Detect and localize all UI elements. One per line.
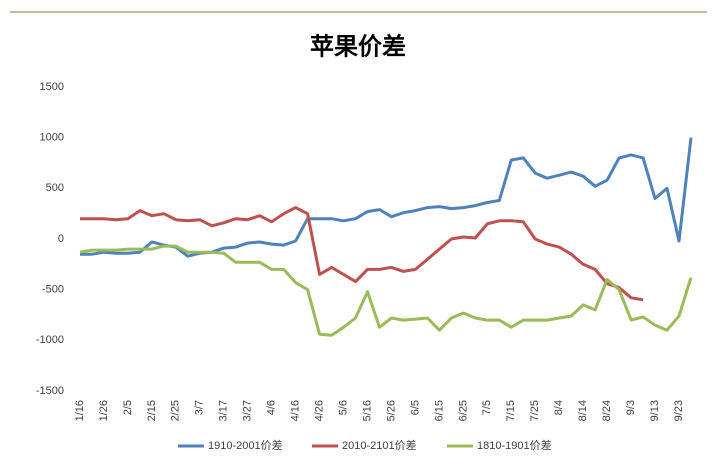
x-tick-label: 5/26: [385, 400, 397, 421]
x-tick-label: 8/14: [577, 400, 589, 421]
legend-label: 1810-1901价差: [477, 438, 552, 452]
x-tick-label: 2/15: [146, 400, 158, 421]
x-tick-label: 4/16: [290, 400, 302, 421]
legend-label: 2010-2101价差: [342, 438, 417, 452]
series-line: [80, 137, 693, 258]
y-tick-label: 500: [46, 182, 64, 194]
x-tick-label: 4/26: [314, 400, 326, 421]
chart-title: 苹果价差: [310, 32, 406, 60]
y-tick-label: -1500: [36, 385, 64, 397]
y-tick-label: 1000: [40, 132, 64, 144]
x-tick-label: 4/6: [266, 400, 278, 415]
x-tick-label: 3/27: [242, 400, 254, 421]
x-tick-label: 3/7: [194, 400, 206, 415]
y-tick-label: -1000: [36, 334, 64, 346]
y-tick-label: 1500: [40, 81, 64, 93]
x-tick-label: 7/15: [505, 400, 517, 421]
series-line: [79, 244, 693, 337]
x-tick-label: 6/15: [433, 400, 445, 421]
x-tick-label: 7/25: [529, 400, 541, 421]
x-tick-label: 2/25: [170, 400, 182, 421]
x-tick-label: 9/13: [649, 400, 661, 421]
x-tick-label: 6/25: [457, 400, 469, 421]
x-tick-label: 8/24: [601, 400, 613, 421]
x-tick-label: 8/4: [553, 400, 565, 415]
x-tick-label: 6/5: [409, 400, 421, 415]
x-tick-label: 1/16: [74, 400, 86, 421]
y-tick-label: -500: [42, 284, 64, 296]
x-tick-label: 5/6: [337, 400, 349, 415]
x-tick-label: 7/5: [481, 400, 493, 415]
x-tick-label: 5/16: [361, 400, 373, 421]
legend-label: 1910-2001价差: [208, 438, 283, 452]
x-tick-label: 2/5: [122, 400, 134, 415]
x-tick-label: 3/17: [218, 400, 230, 421]
series-line: [80, 206, 644, 302]
x-tick-label: 9/23: [673, 400, 685, 421]
y-tick-label: 0: [58, 233, 64, 245]
x-tick-label: 9/3: [625, 400, 637, 415]
x-tick-label: 1/26: [98, 400, 110, 421]
